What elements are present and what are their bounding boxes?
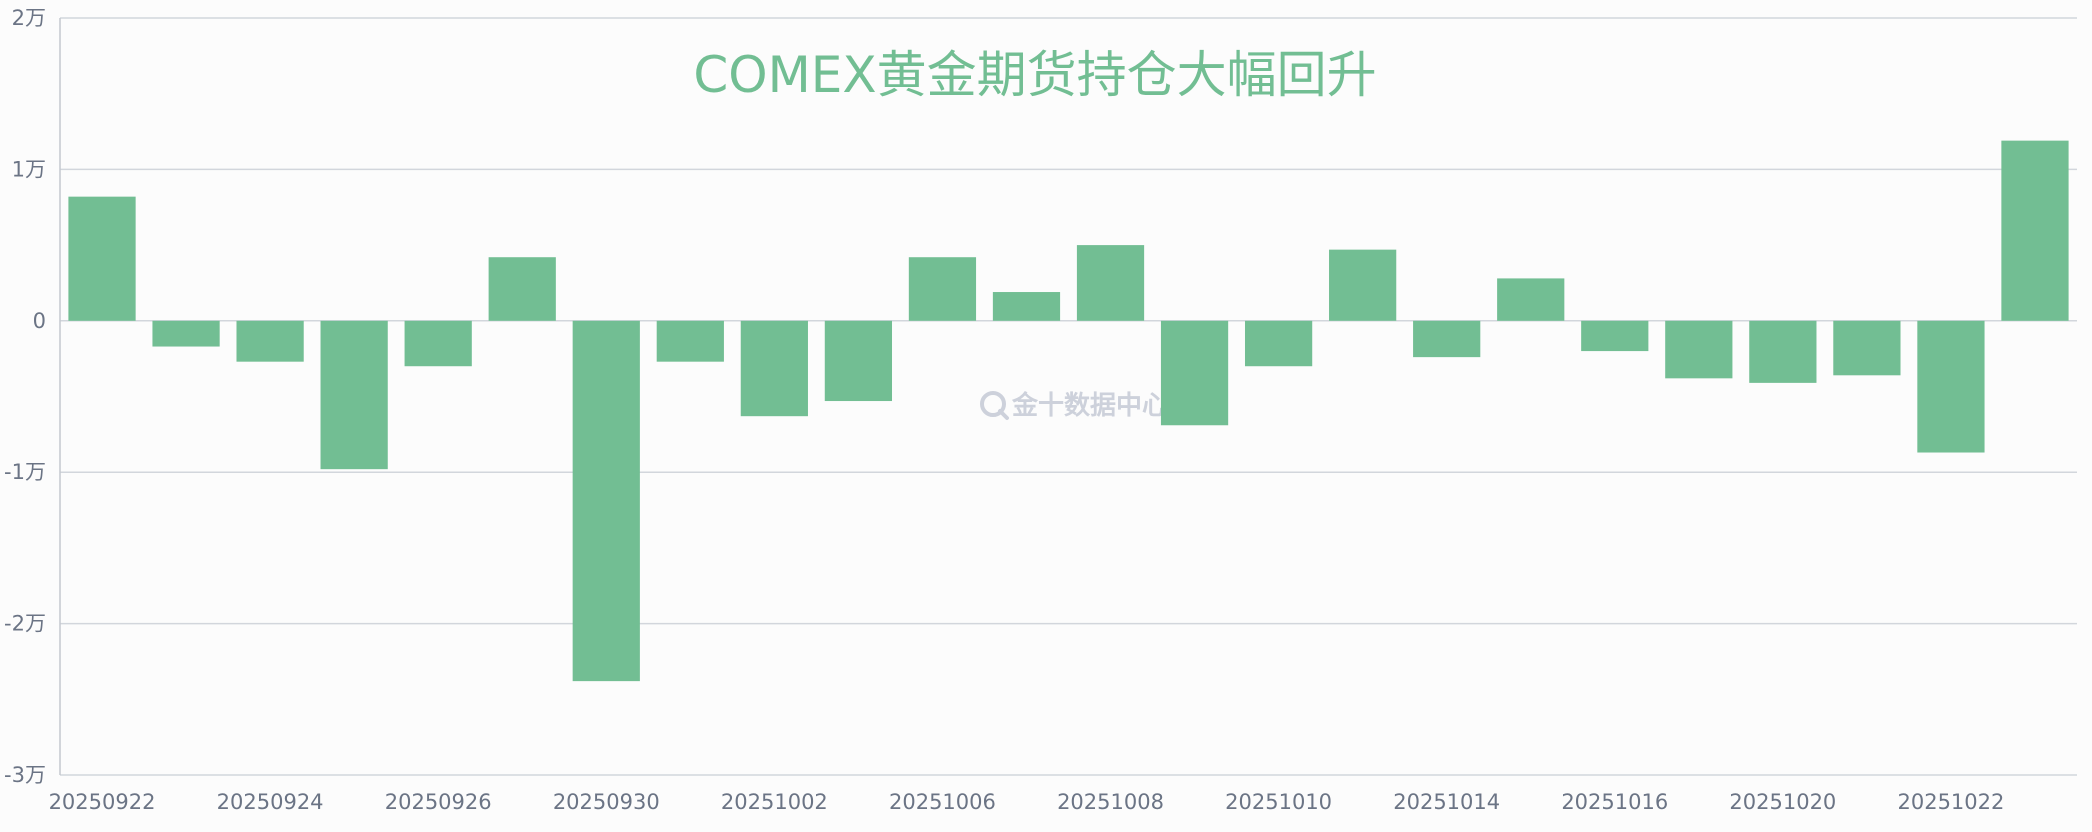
bar-20251020 [1749, 320, 1817, 383]
y-tick-label: -1万 [4, 460, 46, 484]
x-tick-label: 20251014 [1393, 790, 1500, 814]
bar-20251003 [824, 320, 893, 402]
bar-20250930 [572, 320, 640, 682]
bar-20251008 [1076, 245, 1145, 321]
bars [68, 140, 2069, 682]
bar-20251023 [2001, 140, 2069, 321]
x-tick-label: 20251010 [1225, 790, 1332, 814]
bar-20251001 [656, 320, 724, 362]
chart-title: COMEX黄金期货持仓大幅回升 [693, 46, 1376, 104]
bar-20251021 [1833, 320, 1901, 376]
bar-20251013 [1329, 249, 1397, 321]
y-tick-label: -2万 [4, 612, 46, 636]
x-tick-label: 20250922 [49, 790, 156, 814]
x-tick-label: 20250930 [553, 790, 660, 814]
bar-20251016 [1581, 320, 1649, 352]
y-tick-label: 2万 [12, 6, 46, 30]
x-tick-label: 20251016 [1561, 790, 1668, 814]
x-tick-label: 20251002 [721, 790, 828, 814]
bar-20250922 [68, 196, 136, 321]
bar-20251007 [992, 292, 1061, 321]
watermark-text: 金十数据中心 [1011, 390, 1168, 421]
y-tick-label: 1万 [12, 157, 46, 181]
watermark: 金十数据中心 [980, 390, 1168, 421]
bar-20251022 [1917, 320, 1985, 453]
bar-20251010 [1244, 320, 1313, 367]
bar-20251002 [740, 320, 808, 417]
bar-20250924 [236, 320, 304, 362]
bar-20251015 [1497, 278, 1565, 321]
bar-20251009 [1160, 320, 1229, 426]
bar-20250926 [404, 320, 472, 367]
x-tick-label: 20251022 [1897, 790, 2004, 814]
x-tick-label: 20250926 [385, 790, 492, 814]
y-tick-label: 0 [33, 309, 46, 333]
y-tick-label: -3万 [4, 763, 46, 787]
x-tick-label: 20251008 [1057, 790, 1164, 814]
bar-20251006 [908, 257, 977, 321]
watermark-logo-icon [980, 391, 1009, 420]
bar-20250925 [320, 320, 388, 470]
bar-20251014 [1413, 320, 1481, 358]
x-axis: 20250922 20250924 20250926 20250930 20251002… [49, 790, 2005, 814]
bar-20251017 [1665, 320, 1733, 379]
x-tick-label: 20251020 [1729, 790, 1836, 814]
y-axis: 2万 1万 0 -1万 -2万 -3万 [4, 6, 46, 787]
x-tick-label: 20250924 [217, 790, 324, 814]
bar-20250923 [152, 320, 220, 347]
grid-lines [59, 17, 2077, 776]
x-tick-label: 20251006 [889, 790, 996, 814]
bar-20250929 [488, 257, 556, 321]
